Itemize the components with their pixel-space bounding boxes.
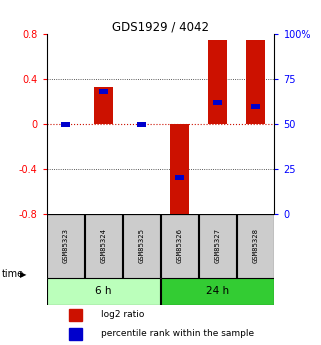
Bar — [61, 121, 70, 127]
Bar — [199, 214, 236, 278]
Bar — [69, 328, 82, 340]
Bar — [47, 214, 84, 278]
Text: percentile rank within the sample: percentile rank within the sample — [101, 329, 254, 338]
Text: 6 h: 6 h — [95, 286, 112, 296]
Title: GDS1929 / 4042: GDS1929 / 4042 — [112, 20, 209, 33]
Bar — [69, 309, 82, 321]
Bar — [208, 40, 227, 124]
Bar — [237, 214, 274, 278]
Text: log2 ratio: log2 ratio — [101, 310, 145, 319]
Bar — [99, 89, 108, 94]
Bar — [85, 214, 122, 278]
Text: GSM85323: GSM85323 — [63, 228, 69, 263]
Text: GSM85326: GSM85326 — [177, 228, 183, 263]
Bar — [161, 214, 198, 278]
Text: GSM85327: GSM85327 — [214, 228, 221, 263]
Text: ▶: ▶ — [20, 270, 26, 279]
Text: 24 h: 24 h — [206, 286, 229, 296]
Text: GSM85325: GSM85325 — [138, 228, 144, 263]
Bar — [137, 121, 146, 127]
Bar — [175, 175, 184, 180]
Bar — [94, 87, 113, 124]
Bar — [170, 124, 189, 217]
Bar — [161, 278, 274, 305]
Text: GSM85324: GSM85324 — [100, 228, 107, 263]
Text: GSM85328: GSM85328 — [252, 228, 258, 263]
Bar — [47, 278, 160, 305]
Text: time: time — [2, 269, 24, 279]
Bar — [123, 214, 160, 278]
Bar — [251, 104, 260, 109]
Bar — [246, 40, 265, 124]
Bar — [213, 100, 222, 105]
